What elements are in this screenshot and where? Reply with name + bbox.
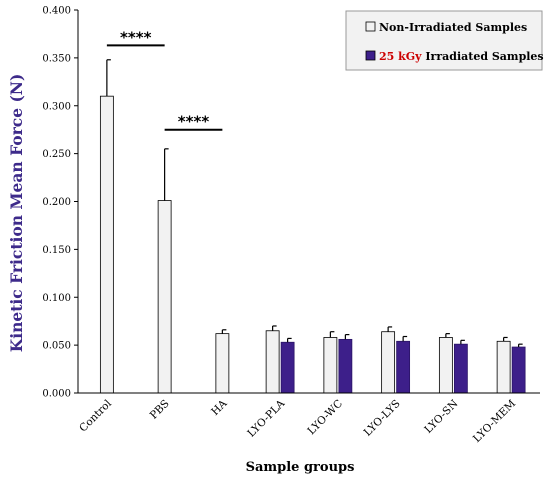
x-category-label: LYO-WC bbox=[305, 398, 345, 438]
legend-swatch-irradiated bbox=[365, 50, 376, 61]
legend-dose-label: 25 kGy bbox=[379, 50, 422, 63]
legend-label-irradiated: 25 kGy Irradiated Samples bbox=[379, 50, 544, 63]
y-tick-label: 0.250 bbox=[42, 149, 71, 160]
bar-irradiated bbox=[511, 346, 526, 394]
y-tick-label: 0.350 bbox=[42, 53, 71, 64]
y-tick-label: 0.100 bbox=[42, 293, 71, 304]
x-axis: Control PBS HA LYO-PLA LYO-WC LYO-LYS LYO-SN LY… bbox=[77, 392, 540, 445]
y-tick-label: 0.200 bbox=[42, 197, 71, 208]
bar-non-irradiated bbox=[323, 337, 338, 394]
x-category-label: PBS bbox=[148, 398, 172, 422]
bar-irradiated bbox=[453, 343, 468, 394]
legend-label-non-irradiated: Non-Irradiated Samples bbox=[379, 21, 527, 34]
x-category-label: LYO-LYS bbox=[362, 398, 403, 439]
significance-label: **** bbox=[120, 28, 152, 46]
x-axis-title: Sample groups bbox=[246, 460, 355, 475]
bar-irradiated bbox=[396, 340, 411, 394]
x-category-label: Control bbox=[77, 397, 114, 434]
x-category-label: HA bbox=[209, 397, 230, 418]
bars bbox=[99, 95, 526, 394]
error-bars bbox=[106, 59, 523, 348]
y-tick-label: 0.150 bbox=[42, 245, 71, 256]
y-tick-label: 0.400 bbox=[42, 6, 71, 17]
legend-swatch-non-irradiated bbox=[365, 21, 376, 32]
y-tick-label: 0.050 bbox=[42, 341, 71, 352]
y-axis: 0.000 0.050 0.100 0.150 0.200 0.250 0.300 0.350… bbox=[42, 6, 79, 400]
bar-non-irradiated bbox=[381, 331, 396, 394]
bar-non-irradiated bbox=[99, 95, 114, 394]
bar-non-irradiated bbox=[438, 337, 453, 394]
significance-markers: **** **** bbox=[106, 28, 223, 131]
x-category-label: LYO-SN bbox=[422, 398, 460, 436]
y-axis-title: Kinetic Friction Mean Force (N) bbox=[7, 74, 26, 353]
bar-non-irradiated bbox=[215, 333, 230, 394]
y-tick-label: 0.000 bbox=[42, 389, 71, 400]
bar-irradiated bbox=[338, 338, 353, 394]
bar-non-irradiated bbox=[157, 200, 172, 394]
bar-irradiated bbox=[280, 341, 295, 394]
significance-label: **** bbox=[178, 113, 210, 131]
legend-dose-suffix: Irradiated Samples bbox=[425, 50, 543, 63]
bar-non-irradiated bbox=[496, 340, 511, 394]
x-category-label: LYO-MEM bbox=[471, 397, 519, 445]
legend-box bbox=[345, 10, 543, 71]
y-tick-label: 0.300 bbox=[42, 101, 71, 112]
legend: Non-Irradiated Samples 25 kGy Irradiated… bbox=[345, 10, 544, 71]
bar-non-irradiated bbox=[265, 330, 280, 394]
x-category-label: LYO-PLA bbox=[245, 397, 287, 439]
